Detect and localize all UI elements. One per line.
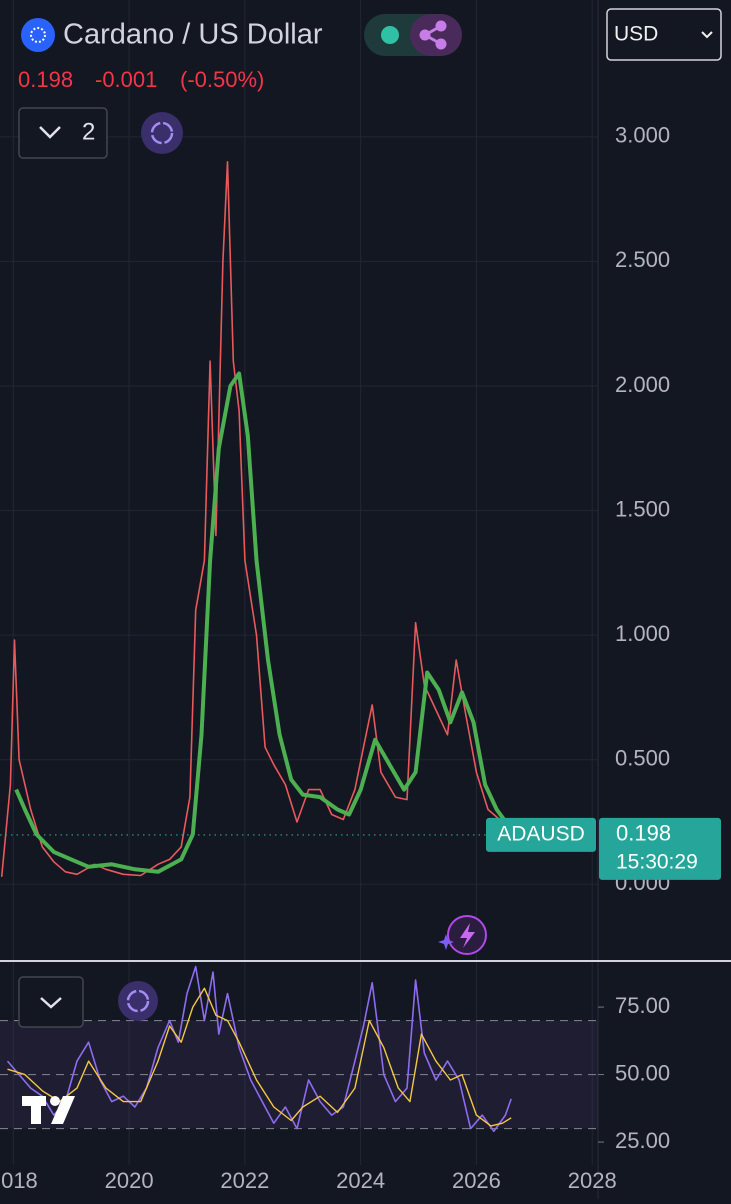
flash-icon bbox=[460, 923, 475, 948]
indicator-count: 2 bbox=[82, 118, 95, 145]
coin-logo bbox=[21, 18, 55, 52]
symbol-title: Cardano / US Dollar bbox=[63, 19, 323, 51]
x-tick-label: 2020 bbox=[105, 1168, 154, 1193]
plot bbox=[0, 161, 598, 1133]
y-tick-label: 75.00 bbox=[615, 993, 670, 1018]
y-tick-label: 1.000 bbox=[615, 621, 670, 646]
series-line bbox=[0, 161, 512, 877]
x-tick-label: 2028 bbox=[568, 1168, 617, 1193]
dropdown-caret bbox=[701, 31, 713, 39]
share-icon bbox=[419, 20, 447, 50]
refresh-icon bbox=[150, 121, 174, 145]
currency-label: USD bbox=[614, 23, 658, 46]
sparkle-icon bbox=[438, 934, 454, 950]
rsi-refresh-button[interactable] bbox=[118, 981, 158, 1021]
refresh-button[interactable] bbox=[141, 112, 183, 154]
currency-dropdown[interactable] bbox=[606, 8, 722, 61]
y-tick-label: 2.500 bbox=[615, 247, 670, 272]
last-price: 0.198 bbox=[18, 67, 73, 92]
price-change: -0.001 bbox=[95, 67, 157, 92]
y-tick-label: 50.00 bbox=[615, 1060, 670, 1085]
series-line bbox=[14, 371, 513, 874]
y-tick-label: 2.000 bbox=[615, 372, 670, 397]
y-tick-label: 25.00 bbox=[615, 1128, 670, 1153]
indicator-caret bbox=[39, 126, 61, 139]
rsi-caret bbox=[40, 997, 62, 1009]
market-open-dot bbox=[381, 26, 399, 44]
indicator-toggle[interactable] bbox=[18, 107, 108, 159]
rsi-refresh-icon bbox=[126, 989, 150, 1013]
y-tick-label: 0.500 bbox=[615, 746, 670, 771]
coin-logo-mark bbox=[30, 27, 46, 43]
y-tick-label: 1.500 bbox=[615, 496, 670, 521]
x-tick-label: 2022 bbox=[220, 1168, 269, 1193]
y-tick-label: 3.000 bbox=[615, 123, 670, 148]
symbol-tag-label: ADAUSD bbox=[497, 822, 585, 845]
price-tag-countdown: 15:30:29 bbox=[616, 850, 698, 873]
price-tag bbox=[599, 817, 721, 880]
x-tick-label: 2026 bbox=[452, 1168, 501, 1193]
x-tick-label: 2024 bbox=[336, 1168, 385, 1193]
symbol-tag bbox=[486, 817, 596, 852]
rsi-toggle[interactable] bbox=[18, 976, 84, 1028]
status-pill-right[interactable] bbox=[410, 14, 462, 56]
series-line bbox=[6, 965, 512, 1133]
price-tag-value: 0.198 bbox=[616, 821, 671, 846]
price-change-pct: (-0.50%) bbox=[180, 67, 264, 92]
series-line bbox=[7, 987, 512, 1127]
x-tick-label: 2018 bbox=[0, 1168, 38, 1193]
tradingview-logo bbox=[22, 1096, 75, 1124]
